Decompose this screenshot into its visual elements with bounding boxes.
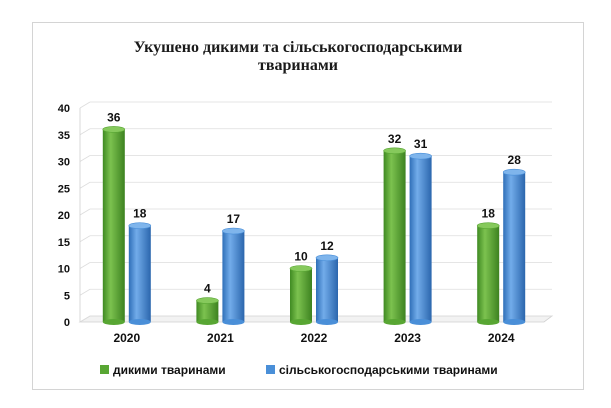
gridline xyxy=(79,235,91,243)
legend: дикими тваринами сільськогосподарськими … xyxy=(100,363,498,377)
bar-top xyxy=(128,222,152,229)
bar-top xyxy=(196,297,219,304)
gridline xyxy=(79,181,91,189)
y-tick-label: 35 xyxy=(58,130,70,142)
legend-label-wild: дикими тваринами xyxy=(113,363,226,377)
bar xyxy=(503,172,526,322)
data-label: 32 xyxy=(388,132,402,146)
y-tick-label: 30 xyxy=(58,157,70,169)
bar-base xyxy=(383,319,406,325)
data-label: 28 xyxy=(508,153,522,167)
bar-top xyxy=(315,254,339,262)
y-tick-label: 25 xyxy=(58,183,70,195)
gridline xyxy=(79,208,91,216)
data-label: 18 xyxy=(133,207,147,221)
y-tick-label: 0 xyxy=(64,317,70,329)
y-tick-label: 5 xyxy=(64,290,70,302)
bar-top xyxy=(383,147,406,155)
bar-base xyxy=(409,319,432,325)
bar-base xyxy=(477,319,500,325)
legend-label-farm: сільськогосподарськими тваринами xyxy=(279,363,498,377)
gridline xyxy=(79,262,91,269)
bar-base xyxy=(503,319,526,325)
bar-base xyxy=(290,319,312,325)
gridline xyxy=(79,155,91,162)
bar xyxy=(383,150,406,322)
bars: 36 18 4 17 10 12 32 31 18 28 xyxy=(102,110,526,325)
gridline xyxy=(79,315,91,323)
y-tick-label: 15 xyxy=(58,237,70,249)
bar-base xyxy=(196,319,219,325)
x-category-label: 2020 xyxy=(113,331,140,345)
chart-title-line-1: Укушено дикими та сільськогосподарськими xyxy=(134,39,463,56)
bar-top xyxy=(102,126,126,133)
gridline xyxy=(79,288,91,296)
bar xyxy=(316,257,338,322)
legend-swatch-farm xyxy=(266,365,275,374)
bar-top xyxy=(289,265,313,272)
bar xyxy=(196,300,219,322)
bar xyxy=(102,129,125,322)
y-axis: 0 5 10 15 20 25 30 35 40 xyxy=(58,103,81,329)
data-label: 18 xyxy=(482,207,496,221)
legend-swatch-wild xyxy=(100,365,109,374)
bar-top xyxy=(502,168,526,176)
bar-base xyxy=(128,319,151,325)
bar-base xyxy=(222,319,245,325)
data-label: 12 xyxy=(320,239,334,253)
bar-top xyxy=(222,227,245,235)
x-category-label: 2022 xyxy=(301,331,328,345)
y-tick-label: 20 xyxy=(58,210,70,222)
data-label: 36 xyxy=(107,110,121,124)
bar xyxy=(222,231,245,322)
data-label: 31 xyxy=(414,137,428,151)
bar-top xyxy=(476,222,500,229)
chart-title-line-2: тваринами xyxy=(258,57,338,74)
bar xyxy=(477,225,500,322)
bar-base xyxy=(316,319,338,325)
bar xyxy=(128,225,151,322)
bar xyxy=(290,268,312,322)
x-category-label: 2021 xyxy=(207,331,234,345)
bar-base xyxy=(102,319,125,325)
y-tick-label: 40 xyxy=(58,103,70,115)
data-label: 17 xyxy=(227,212,241,226)
gridline xyxy=(79,128,91,136)
x-category-label: 2023 xyxy=(394,331,421,345)
bar-top xyxy=(409,152,432,160)
y-tick-label: 10 xyxy=(58,264,70,276)
gridline xyxy=(79,101,91,109)
x-category-label: 2024 xyxy=(488,331,515,345)
data-label: 10 xyxy=(294,250,308,264)
data-label: 4 xyxy=(204,282,211,296)
bar xyxy=(409,156,432,322)
x-axis: 2020 2021 2022 2023 2024 xyxy=(113,331,514,345)
